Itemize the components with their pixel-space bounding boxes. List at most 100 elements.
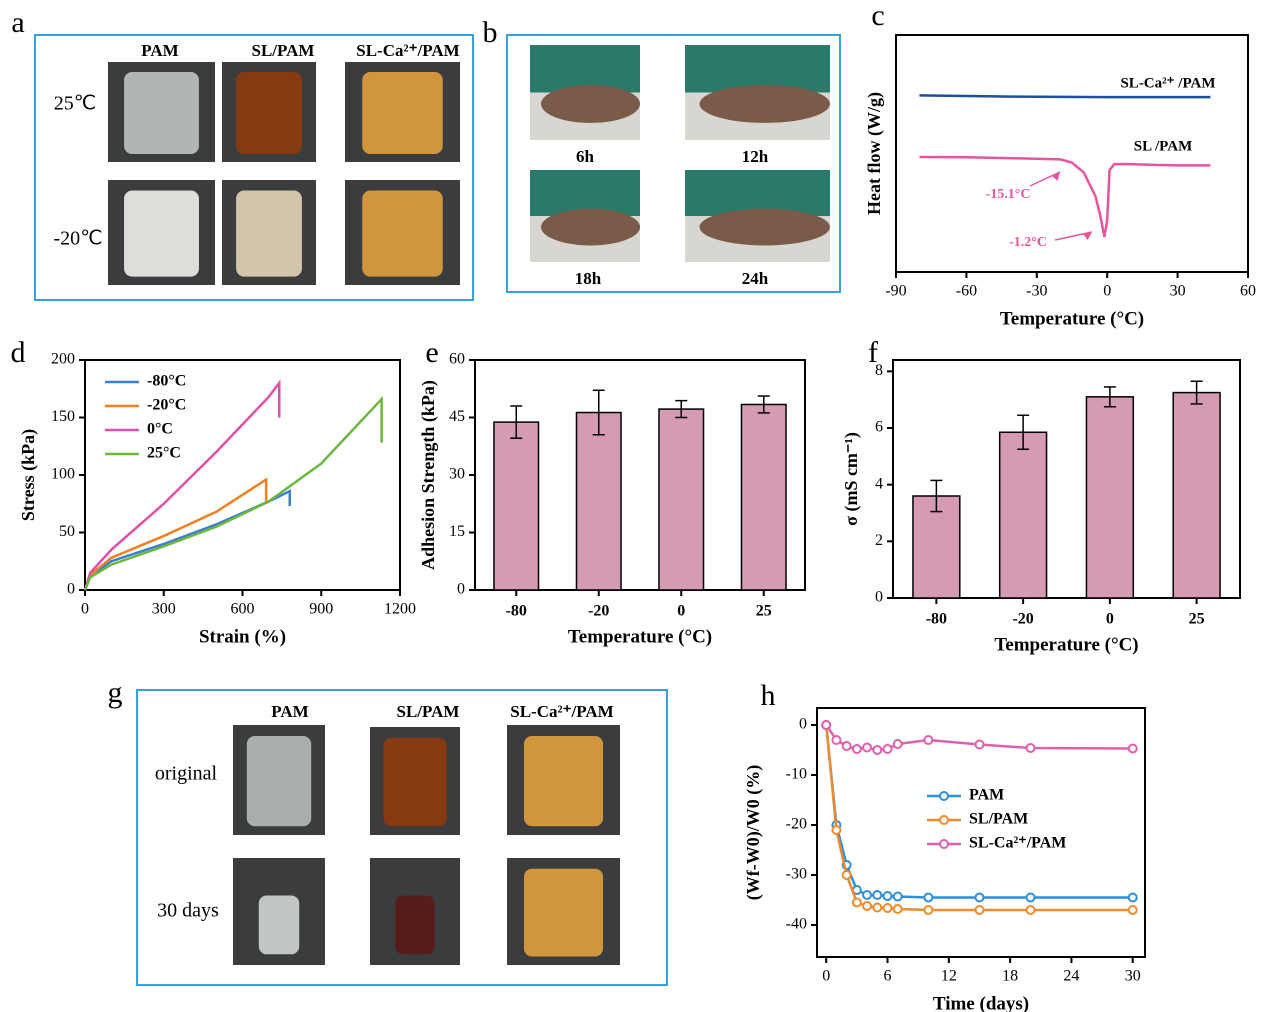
y-axis-title: Adhesion Strength (kPa) [418, 380, 439, 570]
marker [894, 893, 902, 901]
marker [884, 745, 892, 753]
y-tick-label: -10 [786, 766, 807, 783]
x-axis-title: Temperature (°C) [568, 626, 712, 647]
x-tick-label: -20 [588, 603, 609, 620]
marker [924, 906, 932, 914]
marker [884, 904, 892, 912]
x-tick-label: -80 [506, 603, 527, 620]
marker [924, 894, 932, 902]
y-tick-label: 0 [875, 589, 883, 606]
x-axis-title: Time (days) [933, 993, 1029, 1012]
x-tick-label: -80 [926, 611, 947, 628]
marker [832, 736, 840, 744]
x-tick-label: 12 [941, 968, 957, 985]
marker [1129, 906, 1137, 914]
x-tick-label: -90 [885, 283, 906, 300]
photo-caption: 6h [576, 147, 595, 166]
row-label: 25℃ [54, 93, 96, 115]
photo-caption: 12h [742, 147, 769, 166]
y-tick-label: 0 [799, 716, 807, 733]
y-tick-label: 100 [51, 466, 75, 483]
photo-sample [384, 738, 447, 827]
annotation-arrowhead [1052, 172, 1063, 182]
series-line [919, 157, 1210, 237]
x-tick-label: 1200 [384, 601, 416, 618]
series-line [85, 480, 266, 590]
marker [884, 892, 892, 900]
x-tick-label: 30 [1170, 283, 1186, 300]
legend-marker [940, 792, 948, 800]
marker [894, 740, 902, 748]
marker [873, 746, 881, 754]
annotation: -1.2°C [1009, 235, 1047, 250]
photo-sample [247, 736, 311, 826]
series-line [919, 95, 1210, 97]
marker [863, 891, 871, 899]
x-axis-title: Strain (%) [199, 626, 286, 647]
legend-marker [940, 840, 948, 848]
column-label: SL/PAM [397, 702, 460, 721]
bar [576, 413, 621, 590]
bar [659, 409, 704, 590]
row-label: -20℃ [53, 228, 102, 250]
x-tick-label: 6 [884, 968, 892, 985]
x-tick-label: 24 [1063, 968, 1079, 985]
column-label: SL-Ca²⁺/PAM [356, 41, 459, 60]
series-line [85, 399, 382, 590]
series-label: SL /PAM [1134, 138, 1192, 154]
y-axis-title: σ (mS cm⁻¹) [841, 432, 862, 526]
marker [873, 891, 881, 899]
x-tick-label: 25 [1189, 611, 1205, 628]
x-tick-label: -30 [1026, 283, 1047, 300]
bar [1086, 397, 1133, 598]
marker [1129, 894, 1137, 902]
x-axis-title: Temperature (°C) [994, 634, 1138, 655]
legend-label: 25°C [147, 445, 181, 462]
marker [894, 905, 902, 913]
marker [843, 871, 851, 879]
marker [832, 826, 840, 834]
y-tick-label: 0 [457, 581, 465, 598]
photo-sample [541, 209, 640, 246]
y-tick-label: 8 [875, 362, 883, 379]
x-tick-label: -60 [956, 283, 977, 300]
y-tick-label: 200 [51, 351, 75, 368]
panel-label: a [11, 6, 24, 39]
x-tick-label: -20 [1012, 611, 1033, 628]
legend-label: PAM [969, 787, 1004, 804]
marker [822, 721, 830, 729]
photo-sample [236, 72, 302, 154]
y-tick-label: -30 [786, 866, 807, 883]
photo-sample [541, 85, 640, 123]
x-tick-label: 600 [231, 601, 255, 618]
x-tick-label: 0 [822, 968, 830, 985]
x-tick-label: 25 [756, 603, 772, 620]
series-label: SL-Ca²⁺ /PAM [1120, 75, 1215, 91]
y-tick-label: 0 [67, 581, 75, 598]
panel-label: g [108, 676, 123, 709]
photo-sample [524, 736, 603, 826]
photo-sample [236, 191, 302, 277]
row-label: 30 days [157, 900, 219, 922]
photo-sample [124, 191, 199, 277]
x-axis-title: Temperature (°C) [1000, 308, 1144, 329]
marker [924, 736, 932, 744]
photo-caption: 24h [742, 269, 769, 288]
marker [1129, 745, 1137, 753]
legend-label: 0°C [147, 421, 173, 438]
y-tick-label: 15 [449, 523, 465, 540]
legend-label: SL-Ca²⁺/PAM [969, 835, 1066, 852]
y-tick-label: 6 [875, 419, 883, 436]
panel-label: e [425, 336, 438, 369]
photo-caption: 18h [575, 269, 602, 288]
x-tick-label: 18 [1002, 968, 1018, 985]
marker [853, 745, 861, 753]
y-axis-title: Stress (kPa) [18, 429, 39, 521]
column-label: PAM [271, 702, 308, 721]
x-tick-label: 0 [1106, 611, 1114, 628]
x-tick-label: 0 [81, 601, 89, 618]
photo-sample [362, 191, 443, 277]
y-tick-label: 60 [449, 351, 465, 368]
marker [975, 906, 983, 914]
series-line [85, 383, 279, 590]
